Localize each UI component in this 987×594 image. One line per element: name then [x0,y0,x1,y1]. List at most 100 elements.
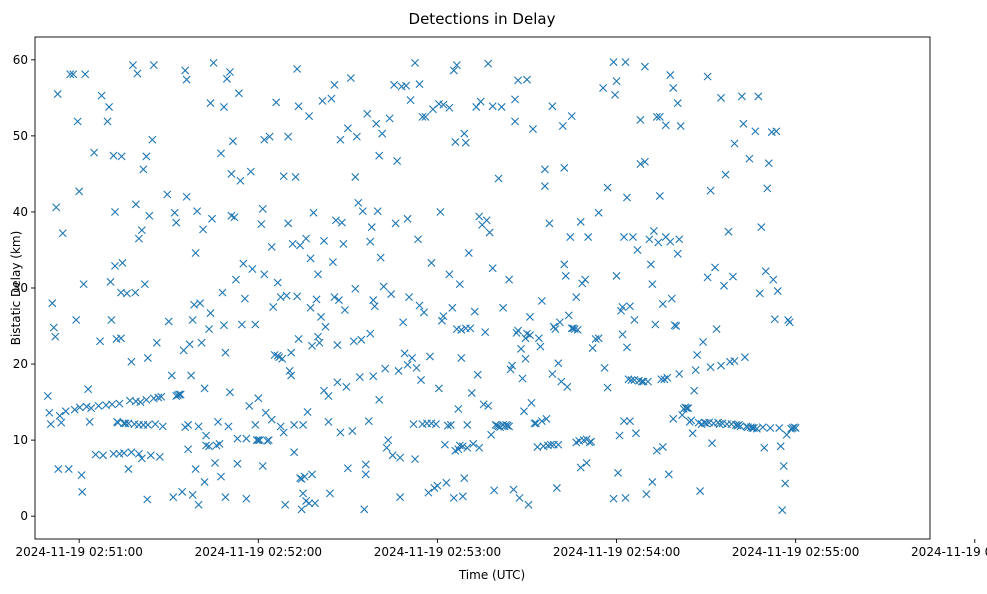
data-point-589 [751,127,760,136]
data-point-475 [612,271,621,280]
data-point-68 [133,69,142,78]
data-point-56 [121,419,130,428]
data-point-462 [587,437,596,446]
data-point-525 [666,237,675,246]
data-point-238 [324,417,333,426]
data-point-596 [761,267,770,276]
data-points [43,58,800,515]
data-point-251 [339,239,348,248]
data-point-527 [669,83,678,92]
data-point-150 [227,169,236,178]
data-point-255 [343,464,352,473]
data-point-472 [609,494,618,503]
data-point-372 [482,216,491,225]
data-point-313 [418,112,427,121]
data-point-180 [264,436,273,445]
data-point-221 [305,499,314,508]
data-point-470 [603,383,612,392]
data-point-485 [623,193,631,202]
data-point-183 [267,415,276,424]
data-point-199 [285,366,294,375]
data-point-360 [466,324,475,333]
data-point-484 [621,493,630,502]
data-point-9 [55,411,64,420]
data-point-340 [449,493,458,502]
data-point-259 [351,172,360,181]
x-axis-label: Time (UTC) [458,568,525,582]
data-point-268 [361,470,370,479]
data-point-534 [675,369,684,378]
data-point-215 [299,489,308,498]
data-point-249 [336,135,345,144]
data-point-33 [97,91,106,100]
data-point-155 [233,459,242,468]
data-point-96 [167,371,176,380]
data-point-283 [379,282,388,291]
data-point-262 [354,198,363,207]
data-point-232 [317,312,325,321]
data-point-612 [785,318,794,327]
data-point-240 [327,94,336,103]
data-point-385 [497,102,506,111]
data-point-397 [511,117,520,126]
data-point-387 [499,303,508,312]
data-point-419 [537,417,546,426]
data-point-295 [396,493,405,502]
data-point-134 [209,58,218,67]
data-point-140 [216,472,225,481]
data-point-172 [255,436,264,445]
data-point-463 [588,344,597,353]
data-point-456 [579,436,588,445]
x-tick-label: 2024-11-19 02:53:00 [374,545,501,559]
data-point-141 [218,288,227,297]
data-point-503 [642,490,651,499]
data-point-278 [373,207,382,216]
data-point-281 [376,253,385,262]
data-point-102 [175,390,184,399]
data-point-92 [157,392,166,401]
data-point-466 [594,334,603,343]
data-point-116 [190,300,199,309]
data-point-154 [231,275,240,284]
data-point-90 [154,393,163,402]
data-point-448 [570,325,579,334]
x-tick-label: 2024-11-19 02:54:00 [553,545,680,559]
data-point-442 [563,382,572,391]
data-point-105 [179,346,188,355]
data-point-331 [439,100,448,109]
data-point-403 [518,374,527,383]
data-point-476 [614,468,623,477]
data-point-274 [369,296,378,305]
data-point-535 [676,122,685,130]
data-point-226 [309,208,318,217]
data-point-93 [158,422,167,431]
data-point-325 [433,481,442,490]
data-point-512 [652,446,661,455]
data-point-233 [318,96,327,105]
data-point-367 [475,443,484,452]
data-point-114 [188,490,197,499]
data-point-505 [645,235,654,244]
data-point-359 [464,249,473,258]
data-point-202 [288,239,297,248]
data-point-39 [107,315,116,324]
data-point-307 [411,455,420,464]
data-point-260 [351,284,360,293]
data-point-235 [319,386,328,395]
data-point-156 [233,434,242,443]
data-point-565 [717,361,726,370]
data-point-449 [572,293,581,302]
data-point-20 [75,403,84,412]
data-point-498 [636,115,645,124]
data-point-371 [481,328,490,337]
data-point-252 [340,306,349,315]
data-point-427 [546,440,555,449]
data-point-435 [554,440,563,449]
data-point-110 [184,420,193,429]
data-point-316 [421,112,430,121]
data-point-23 [79,280,88,289]
data-point-174 [258,204,267,213]
data-point-400 [514,326,523,335]
data-point-546 [693,350,702,359]
